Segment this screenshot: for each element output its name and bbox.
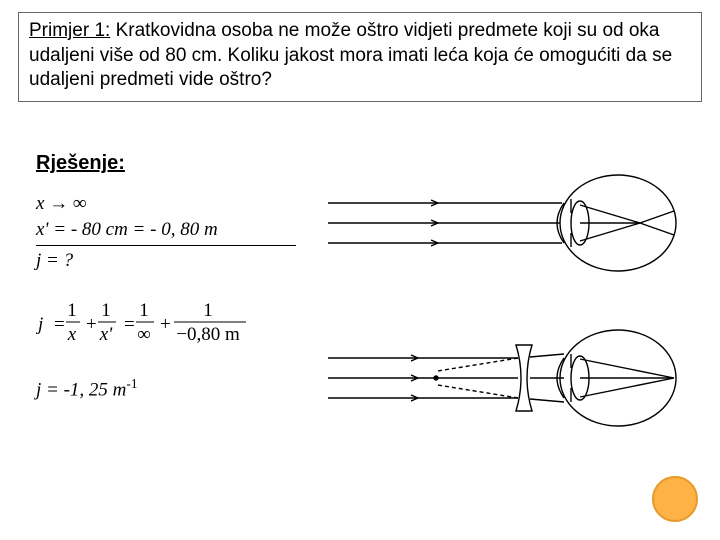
formula-block: j = 1 x + 1 x' = 1 ∞ + 1 — [36, 298, 318, 352]
given-line-1: x → ∞ — [36, 193, 318, 215]
formula-den4: −0,80 m — [176, 324, 240, 345]
unknown-eq: = ? — [41, 250, 73, 271]
formula-den2: x' — [99, 324, 113, 345]
given1-val: ∞ — [73, 193, 87, 214]
eye-diagram-1 — [318, 163, 698, 283]
formula-svg: j = 1 x + 1 x' = 1 ∞ + 1 — [36, 298, 266, 352]
formula-eq1: = — [54, 314, 65, 335]
given1-arrow: → — [44, 193, 73, 214]
formula-num3: 1 — [139, 300, 149, 321]
problem-box: Primjer 1: Kratkovidna osoba ne može ošt… — [18, 12, 702, 102]
givens-block: x → ∞ x' = - 80 cm = - 0, 80 m j = ? — [36, 193, 318, 272]
formula-num2: 1 — [101, 300, 111, 321]
eye-diagram-2 — [318, 313, 698, 443]
formula-num1: 1 — [67, 300, 77, 321]
givens-divider — [36, 245, 296, 246]
corner-indicator-icon — [652, 476, 698, 522]
given-line-2: x' = - 80 cm = - 0, 80 m — [36, 219, 318, 241]
given2-eq: = - 80 cm = - 0, 80 m — [49, 219, 218, 240]
problem-text: Kratkovidna osoba ne može oštro vidjeti … — [29, 20, 672, 90]
right-column — [318, 193, 698, 401]
formula-j: j — [36, 314, 43, 335]
content-row: x → ∞ x' = - 80 cm = - 0, 80 m j = ? j =… — [18, 193, 702, 401]
formula-num4: 1 — [203, 300, 213, 321]
problem-title: Primjer 1: — [29, 20, 110, 41]
formula-den3: ∞ — [137, 324, 151, 345]
formula-plus1: + — [86, 314, 97, 335]
given2-var: x' — [36, 219, 49, 240]
answer-line: j = -1, 25 m-1 — [36, 376, 318, 401]
formula-eq2: = — [124, 314, 135, 335]
formula-den1: x — [67, 324, 77, 345]
unknown-line: j = ? — [36, 250, 318, 272]
formula-plus2: + — [160, 314, 171, 335]
slide: Primjer 1: Kratkovidna osoba ne može ošt… — [0, 0, 720, 540]
answer-val: = -1, 25 m — [41, 379, 126, 400]
answer-sup: -1 — [126, 376, 137, 391]
left-column: x → ∞ x' = - 80 cm = - 0, 80 m j = ? j =… — [18, 193, 318, 401]
